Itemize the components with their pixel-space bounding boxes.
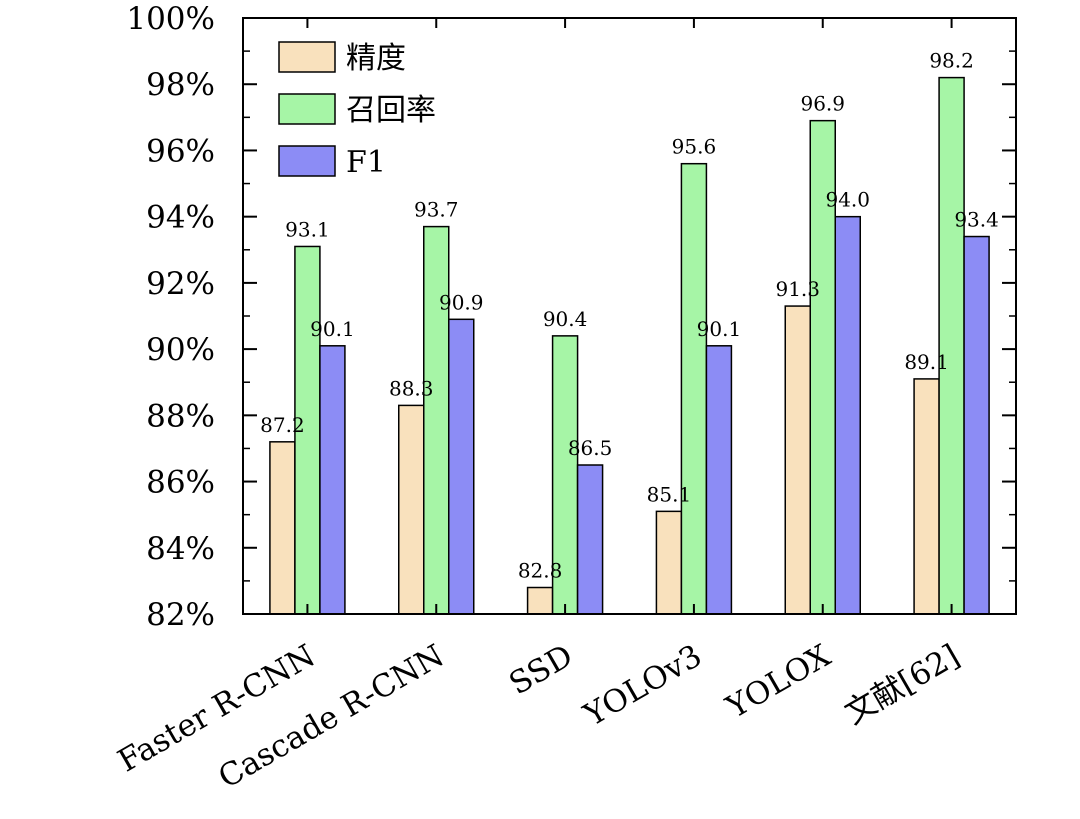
legend-swatch	[278, 93, 336, 125]
bar	[294, 245, 321, 615]
x-category-label: SSD	[503, 638, 579, 703]
legend-label: 精度	[346, 41, 406, 76]
data-label: 93.7	[414, 198, 459, 222]
legend-swatch	[278, 145, 336, 177]
bar	[398, 404, 425, 615]
data-label: 86.5	[568, 436, 613, 460]
y-axis: 82% 84% 86% 88% 90% 92% 94% 96% 98% 100%	[126, 1, 1016, 633]
y-tick-label: 84%	[146, 531, 215, 567]
legend-label: F1	[346, 145, 386, 180]
bar	[319, 345, 346, 615]
x-category-label: 文献[62]	[839, 638, 966, 732]
data-label: 91.3	[775, 277, 820, 301]
bar	[809, 119, 836, 615]
bar	[655, 510, 683, 615]
y-tick-label: 92%	[146, 266, 215, 302]
data-label: 96.9	[800, 92, 845, 116]
bar	[576, 464, 604, 615]
data-label: 94.0	[825, 188, 870, 212]
y-tick-label: 86%	[146, 465, 215, 501]
legend-swatch	[278, 41, 336, 73]
x-category-label: Cascade R-CNN	[212, 638, 450, 796]
data-label: 90.4	[543, 307, 588, 331]
y-tick-label: 90%	[146, 332, 215, 368]
bar	[963, 235, 990, 615]
data-label: 87.2	[260, 413, 305, 437]
bar	[784, 305, 811, 615]
data-label: 98.2	[929, 49, 974, 73]
bar	[269, 441, 296, 615]
data-label: 90.9	[439, 290, 484, 314]
legend-label: 召回率	[346, 93, 436, 128]
bar	[938, 76, 965, 615]
y-tick-label: 96%	[146, 133, 215, 169]
data-labels-group: 87.2 93.1 90.1 88.3 93.7 90.9 82.8 90.4 86.5 85.1…	[260, 49, 999, 583]
data-label: 82.8	[518, 559, 563, 583]
bar	[705, 345, 733, 615]
bar	[448, 318, 475, 615]
y-tick-label: 88%	[146, 398, 215, 434]
bar	[680, 162, 708, 615]
bar	[526, 586, 554, 615]
x-category-label: YOLOv3	[577, 638, 708, 734]
bar	[551, 335, 579, 615]
data-label: 89.1	[904, 350, 949, 374]
data-label: 85.1	[647, 482, 692, 506]
bar	[834, 215, 861, 615]
data-label: 88.3	[389, 376, 434, 400]
y-tick-label: 82%	[146, 597, 215, 633]
data-label: 90.1	[697, 317, 742, 341]
bar	[423, 225, 450, 615]
bars-group	[269, 76, 990, 615]
data-label: 90.1	[310, 317, 355, 341]
y-tick-label: 98%	[146, 67, 215, 103]
y-tick-label: 100%	[126, 1, 215, 37]
data-label: 95.6	[672, 135, 717, 159]
y-tick-label: 94%	[146, 200, 215, 236]
data-label: 93.4	[954, 208, 999, 232]
x-category-label: YOLOX	[720, 638, 837, 726]
bar	[913, 378, 940, 615]
data-label: 93.1	[285, 217, 330, 241]
